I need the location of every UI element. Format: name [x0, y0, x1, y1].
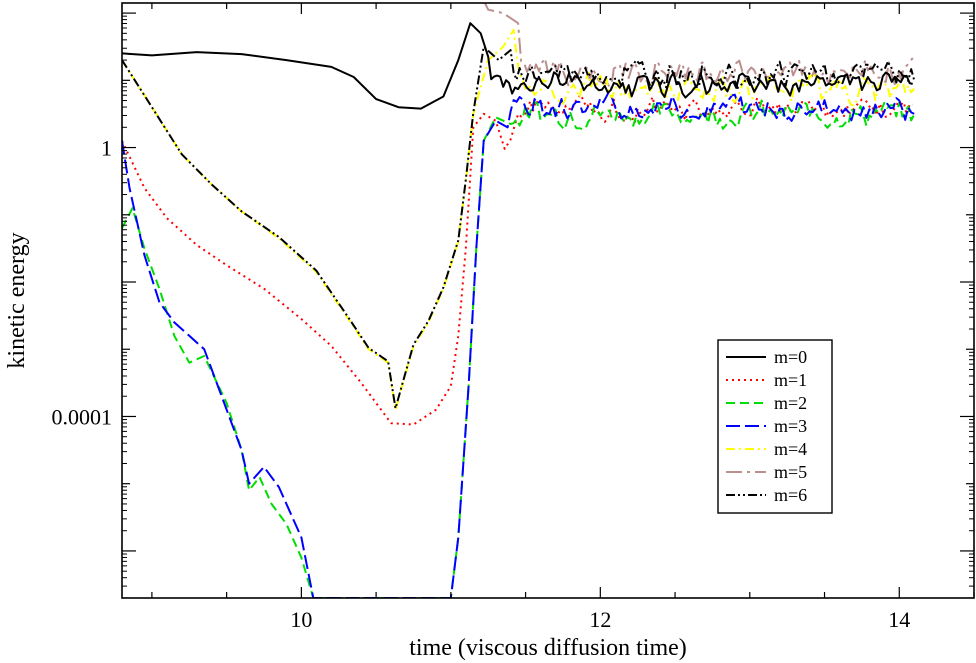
series-line-m5 [483, 3, 914, 92]
legend-label: m=3 [774, 416, 807, 436]
legend-label: m=4 [774, 439, 807, 459]
x-tick-label: 12 [589, 607, 611, 632]
legend-label: m=5 [774, 462, 807, 482]
legend-label: m=1 [774, 370, 807, 390]
x-axis-label: time (viscous diffusion time) [409, 635, 687, 661]
y-tick-label: 1 [101, 136, 112, 161]
y-tick-label: 0.0001 [52, 404, 113, 429]
legend-label: m=2 [774, 393, 807, 413]
x-tick-label: 10 [290, 607, 312, 632]
legend: m=0 m=1 m=2 m=3 m=4 m=5 m=6 [717, 339, 833, 514]
axes-layer: 10 12 14 1 0.0001 [52, 2, 975, 632]
legend-label: m=6 [774, 485, 807, 505]
series-line-m2 [122, 99, 916, 598]
series-line-m4 [122, 28, 915, 411]
series-line-m1 [122, 93, 913, 426]
y-axis-label: kinetic energy [4, 232, 30, 368]
series-line-m3 [122, 90, 915, 598]
legend-label: m=0 [774, 347, 807, 367]
series-line-m6 [122, 45, 916, 410]
plot-frame [121, 2, 975, 599]
x-tick-label: 14 [888, 607, 910, 632]
series-line-m0 [122, 22, 913, 110]
series-layer [122, 3, 916, 598]
